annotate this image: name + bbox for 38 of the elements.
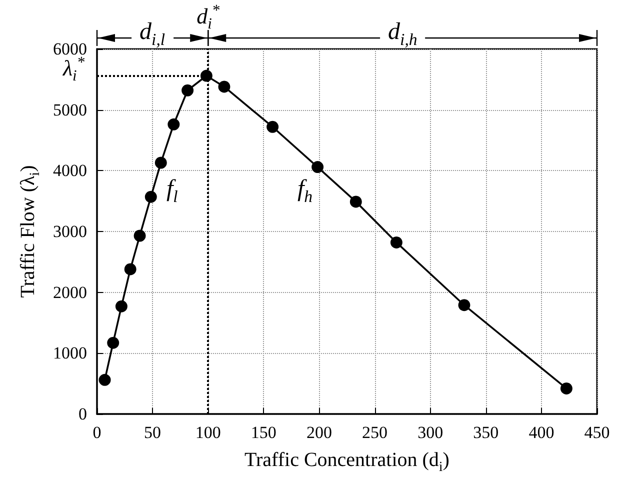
x-tick-label: 250 [362, 423, 388, 442]
x-tick-label: 350 [473, 423, 499, 442]
text: d$_{i,l}$ [140, 18, 166, 48]
x-tick-label: 150 [250, 423, 276, 442]
y-tick-label: 2000 [53, 282, 87, 302]
y-tick-label: 0 [78, 404, 87, 424]
y-tick-label: 5000 [53, 100, 87, 120]
point [134, 230, 146, 242]
point [266, 120, 279, 133]
annotation: f$_{l}$ [166, 176, 178, 206]
x-tick-label: 200 [306, 423, 332, 442]
x-tick-label: 50 [144, 423, 162, 442]
point [98, 374, 111, 386]
point [182, 84, 194, 96]
x-tick-label: 450 [584, 423, 610, 442]
x-tick-label: 400 [528, 423, 554, 442]
point [350, 196, 362, 208]
x-tick-label: 300 [418, 423, 444, 442]
text: d$_{i,h}$ [388, 18, 418, 48]
point [144, 190, 157, 203]
point [154, 156, 167, 169]
y-tick-label: 1000 [53, 344, 87, 363]
point [560, 382, 572, 394]
x-axis-title: Traffic Concentration (d$_{i}$) [244, 448, 450, 474]
point [107, 336, 120, 349]
y-tick-label: 3000 [53, 222, 87, 241]
point [218, 80, 230, 93]
point [200, 70, 212, 82]
point [458, 299, 470, 312]
point [168, 118, 180, 130]
point [390, 236, 402, 248]
point [115, 300, 128, 312]
annotation: f$_{h}$ [298, 176, 313, 206]
x-tick-label: 0 [92, 423, 102, 442]
point [124, 263, 136, 276]
y-tick-label: 4000 [53, 161, 87, 180]
x-tick-label: 100 [195, 423, 221, 442]
point [312, 161, 324, 174]
